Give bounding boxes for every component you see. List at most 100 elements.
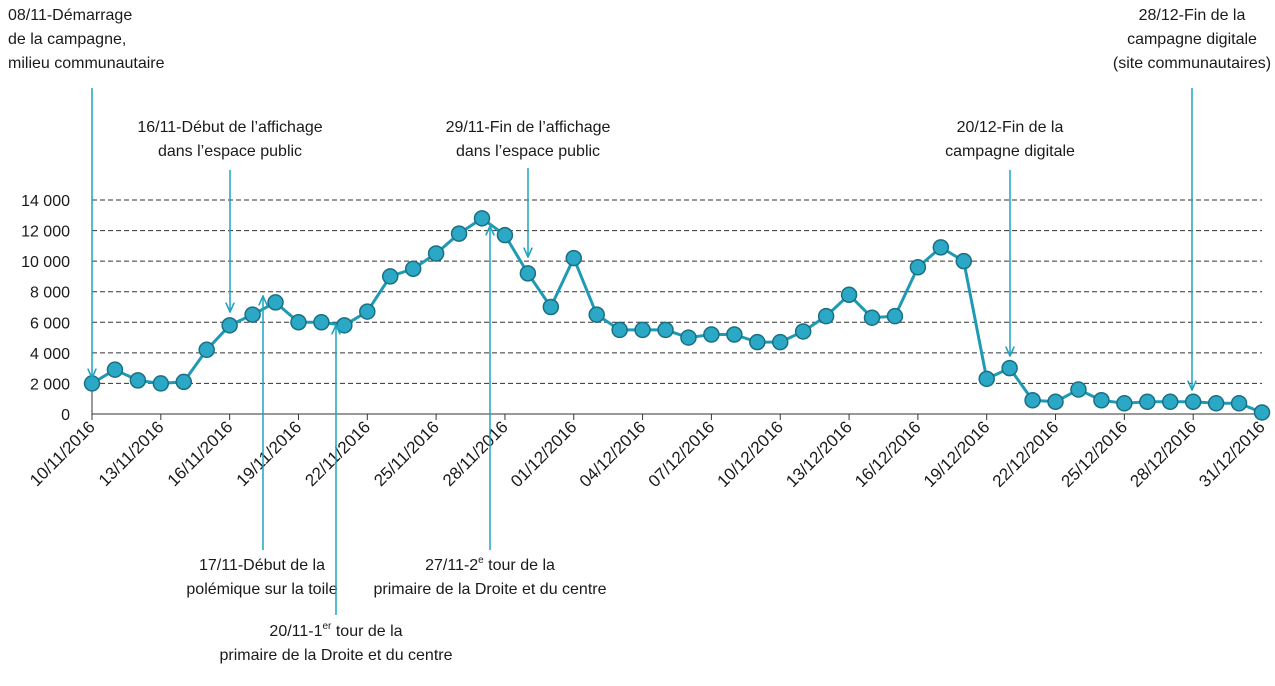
point xyxy=(1001,359,1018,377)
point xyxy=(290,314,307,331)
series-line xyxy=(91,216,1263,414)
point xyxy=(152,375,170,392)
y-tick-label: 10 000 xyxy=(21,254,70,271)
point xyxy=(1047,393,1064,411)
annotation-text: 28/12-Fin de la xyxy=(1139,7,1246,24)
point xyxy=(198,341,215,359)
point xyxy=(863,309,881,326)
annotation-text: campagne digitale xyxy=(945,143,1075,160)
point xyxy=(1230,395,1248,412)
annotation-text-part: 27/11-2 xyxy=(425,557,478,574)
x-tick-label: 19/12/2016 xyxy=(920,417,994,491)
point xyxy=(909,259,927,276)
point xyxy=(1093,391,1110,409)
annotation-text: 29/11-Fin de l’affichage xyxy=(446,119,611,136)
point xyxy=(381,268,399,285)
annotation-text: 16/11-Début de l’affichage xyxy=(137,119,322,136)
point xyxy=(496,226,514,244)
point xyxy=(1161,393,1179,411)
point xyxy=(1184,393,1202,411)
annotation-text: campagne digitale xyxy=(1127,31,1257,48)
point xyxy=(817,307,835,325)
x-tick-label: 31/12/2016 xyxy=(1195,417,1269,491)
point xyxy=(359,303,376,320)
x-tick-label: 13/11/2016 xyxy=(95,417,168,490)
point xyxy=(267,294,284,311)
annotation-text-part: 20/11-1 xyxy=(269,623,322,640)
x-tick-label: 10/11/2016 xyxy=(26,417,99,490)
point xyxy=(473,210,491,227)
point xyxy=(1139,393,1156,411)
point xyxy=(932,239,950,256)
point xyxy=(588,306,605,323)
annotation-text: primaire de la Droite et du centre xyxy=(374,581,607,598)
y-tick-label: 4 000 xyxy=(30,346,70,363)
point xyxy=(657,321,674,339)
x-tick-label: 19/11/2016 xyxy=(233,417,306,490)
point xyxy=(83,375,101,392)
x-tick-label: 10/12/2016 xyxy=(713,417,787,491)
x-tick-label: 25/12/2016 xyxy=(1058,417,1132,491)
point xyxy=(611,321,628,339)
annotation-text: primaire de la Droite et du centre xyxy=(220,647,453,664)
y-tick-label: 8 000 xyxy=(30,285,70,302)
point xyxy=(1253,404,1271,421)
point xyxy=(313,314,330,331)
point xyxy=(404,260,422,278)
point xyxy=(336,317,353,334)
y-tick-label: 14 000 xyxy=(21,193,70,210)
point xyxy=(1070,381,1087,398)
annotation-text: milieu communautaire xyxy=(8,55,165,72)
point xyxy=(1116,395,1133,412)
annotation-text: 08/11-Démarrage xyxy=(8,7,132,24)
x-tick-label: 25/11/2016 xyxy=(370,417,443,490)
annotation-text: polémique sur la toile xyxy=(186,581,337,598)
annotation-text: 27/11-2e tour de la xyxy=(425,555,555,574)
point xyxy=(221,317,238,334)
point xyxy=(840,286,858,304)
x-tick-label: 04/12/2016 xyxy=(576,417,650,491)
annotation-text: de la campagne, xyxy=(8,31,126,48)
x-tick-label: 07/12/2016 xyxy=(645,417,719,491)
annotation-superscript: er xyxy=(323,621,333,632)
annotation-superscript: e xyxy=(478,555,484,566)
point xyxy=(106,361,124,378)
point xyxy=(703,326,720,343)
y-tick-label: 2 000 xyxy=(30,376,70,393)
point xyxy=(450,225,468,242)
point xyxy=(244,306,261,323)
point xyxy=(1207,395,1225,412)
y-tick-label: 0 xyxy=(61,407,70,424)
point xyxy=(978,370,995,388)
x-tick-label: 13/12/2016 xyxy=(782,417,856,491)
point xyxy=(542,298,560,316)
x-tick-label: 16/12/2016 xyxy=(851,417,925,491)
annotation-text: 20/12-Fin de la xyxy=(957,119,1064,136)
point xyxy=(749,333,766,351)
annotation-text: 20/11-1er tour de la xyxy=(269,621,402,640)
annotation-text-part: tour de la xyxy=(484,557,555,574)
point xyxy=(427,245,445,262)
annotation-text: (site communautaires) xyxy=(1113,55,1271,72)
y-tick-label: 6 000 xyxy=(30,315,70,332)
x-tick-label: 01/12/2016 xyxy=(507,417,581,491)
point xyxy=(175,373,193,391)
annotation-text: 17/11-Début de la xyxy=(199,557,325,574)
point xyxy=(955,252,973,270)
x-tick-label: 28/12/2016 xyxy=(1126,417,1200,491)
y-tick-label: 12 000 xyxy=(21,224,70,241)
point xyxy=(1024,391,1041,409)
point xyxy=(886,307,904,325)
point xyxy=(771,333,789,351)
point xyxy=(726,326,743,343)
point xyxy=(519,265,537,282)
point xyxy=(565,249,583,267)
annotation-text: dans l’espace public xyxy=(456,143,600,160)
annotation-text-part: tour de la xyxy=(331,623,402,640)
x-tick-label: 16/11/2016 xyxy=(164,417,237,490)
point xyxy=(634,321,651,339)
annotation-text: dans l’espace public xyxy=(158,143,302,160)
x-tick-label: 22/12/2016 xyxy=(989,417,1063,491)
point xyxy=(680,329,697,346)
